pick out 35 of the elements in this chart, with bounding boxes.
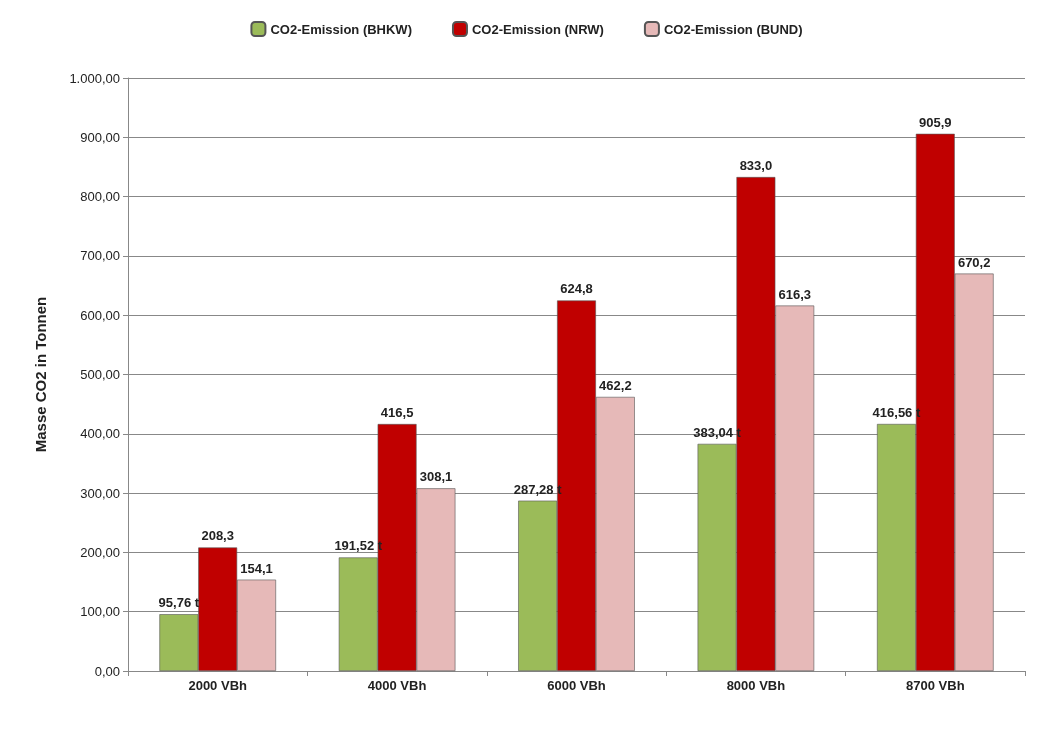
x-tick-label: 8700 VBh bbox=[906, 678, 965, 693]
y-tick-label: 0,00 bbox=[94, 663, 120, 679]
legend-label: CO2-Emission (NRW) bbox=[471, 21, 604, 37]
x-tick-label: 8000 VBh bbox=[726, 678, 786, 693]
legend-label: CO2-Emission (BUND) bbox=[663, 21, 803, 37]
y-tick-label: 500,00 bbox=[80, 367, 120, 382]
y-tick-label: 300,00 bbox=[80, 485, 120, 501]
data-label: 833,0 bbox=[739, 158, 773, 174]
data-label: 905,9 bbox=[919, 114, 952, 130]
y-tick-label: 600,00 bbox=[80, 307, 120, 323]
data-label: 208,3 bbox=[201, 528, 234, 544]
data-label: 95,76 t bbox=[158, 595, 200, 611]
data-label: 462,2 bbox=[599, 377, 632, 393]
y-tick-label: 100,00 bbox=[80, 604, 120, 620]
y-tick-label: 900,00 bbox=[80, 129, 120, 145]
data-label: 616,3 bbox=[778, 286, 812, 302]
data-label: 416,56 t bbox=[872, 404, 921, 420]
y-axis-title: Masse CO2 in Tonnen bbox=[32, 296, 49, 453]
y-tick-label: 400,00 bbox=[80, 426, 120, 442]
data-label: 308,1 bbox=[419, 469, 453, 485]
data-label: 383,04 t bbox=[693, 424, 742, 440]
y-tick-label: 800,00 bbox=[80, 189, 120, 205]
data-label: 624,8 bbox=[560, 281, 593, 297]
y-tick-label: 700,00 bbox=[80, 248, 120, 264]
x-tick-label: 4000 VBh bbox=[367, 678, 427, 693]
y-tick-label: 200,00 bbox=[80, 544, 120, 560]
x-tick-label: 2000 VBh bbox=[188, 678, 248, 693]
data-label: 287,28 t bbox=[513, 481, 563, 497]
y-tick-label: 1.000,00 bbox=[69, 70, 120, 86]
x-tick-label: 6000 VBh bbox=[547, 678, 606, 693]
data-label: 670,2 bbox=[957, 254, 991, 270]
data-label: 191,52 t bbox=[334, 538, 383, 554]
legend-label: CO2-Emission (BHKW) bbox=[270, 21, 412, 37]
data-label: 154,1 bbox=[240, 560, 273, 576]
data-label: 416,5 bbox=[380, 405, 414, 421]
